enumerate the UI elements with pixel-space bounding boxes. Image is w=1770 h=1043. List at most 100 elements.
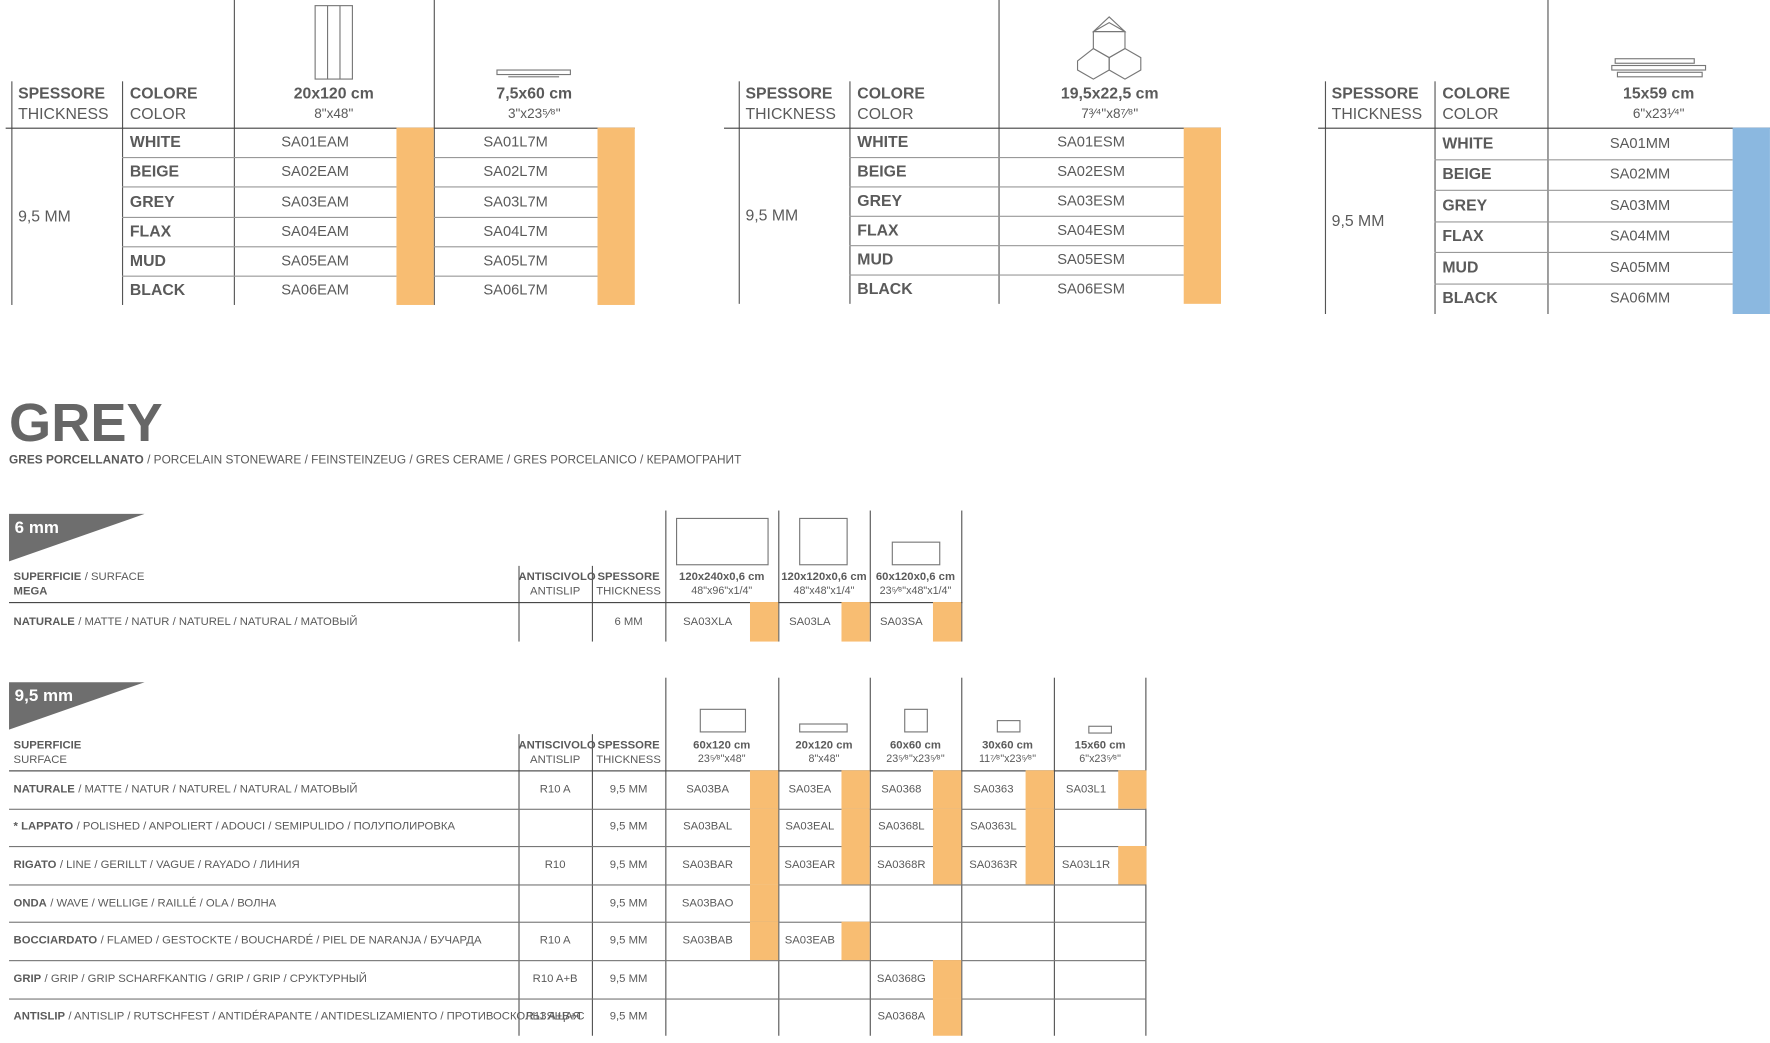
size-inches: 23⁵⁄⁸"x48"x1/4" [879,584,952,598]
header-part: SURFACE [13,753,67,767]
h-line [121,186,598,188]
v-line [1547,0,1549,315]
code: SA02ESM [1057,162,1125,180]
h-line [849,274,1184,276]
v-line [961,510,963,642]
surface-bold: NATURALE [13,783,75,796]
h-line [849,157,1184,159]
code: SA05MM [1609,258,1671,276]
h-line [849,245,1184,247]
size-inches: 8"x48" [314,105,354,122]
code: SA0368G [876,972,926,986]
h-line [1318,127,1770,129]
surface: NATURALE / MATTE / NATUR / NATUREL / NATU… [14,783,358,795]
code: SA0363 [973,783,1014,796]
surface: ONDA / WAVE / WELLIGE / RAILLÉ / OLA / ВО… [14,897,277,909]
header: THICKNESS [596,753,661,767]
swatch [1025,808,1054,847]
code: SA04L7M [483,221,548,239]
code: SA06ESM [1057,279,1125,297]
code: SA03XLA [683,615,733,629]
surface: ANTISLIP / ANTISLIP / RUTSCHFEST / ANTIDÉ… [14,1011,581,1023]
color-name: FLAX [1442,226,1484,245]
code: SA02MM [1609,165,1671,182]
surface-bold: RIGATO [13,858,57,872]
header-part: SUPERFICIE [13,570,82,584]
h-line [9,922,1147,924]
swatch [932,846,962,885]
swatch [749,770,779,809]
swatch [932,770,962,809]
antislip: R10 [544,858,566,872]
code: SA0363R [969,858,1018,872]
code: SA03BAO [681,896,734,910]
code: SA0368L [878,821,925,834]
h-line [121,216,598,218]
surface-rest: / ANTISLIP / RUTSCHFEST / ANTIDÉRAPANTE … [68,1010,581,1024]
code: SA03EAR [784,858,836,872]
code: SA06L7M [483,281,548,299]
size-inches: 3"x23⁵⁄⁸" [507,105,561,122]
header: COLORE [857,83,925,102]
thickness: 9,5 MM [609,1010,648,1024]
color-name: FLAX [857,220,899,239]
surface: NATURALE / MATTE / NATUR / NATUREL / NATU… [14,616,358,628]
header: SPESSORE [18,83,106,102]
surface-rest: / MATTE / NATUR / NATUREL / NATURAL / МА… [78,615,358,629]
v-line [778,510,780,642]
color-name: BEIGE [1442,164,1492,183]
header: ANTISCIVOLO [518,739,596,752]
code: SA03L7M [483,192,548,210]
surface-rest: / GRIP / GRIP SCHARFKANTIG / GRIP / GRIP… [44,972,367,986]
v-line [1434,81,1436,315]
swatch [1183,127,1221,304]
thickness: 9,5 MM [745,205,799,224]
h-line [9,808,1147,810]
h-line [849,186,1184,188]
v-line [869,510,871,642]
code: SA0368A [877,1010,926,1024]
color-name: WHITE [129,132,181,151]
swatch [841,922,870,961]
color-name: BLACK [1442,288,1498,307]
h-line [1434,251,1733,254]
swatch [749,922,779,961]
header: THICKNESS [596,585,661,599]
thickness: 9,5 MM [609,858,648,872]
v-line [121,81,124,306]
swatch [1025,846,1054,885]
swatch [932,602,962,642]
surface: * LAPPATO / POLISHED / ANPOLIERT / ADOUCI… [14,821,455,833]
surface-rest: / POLISHED / ANPOLIERT / ADOUCI / SEMIPU… [76,821,455,834]
swatch [749,808,779,847]
thickness: 9,5 MM [609,972,648,986]
subtitle: GRES PORCELLANATO / PORCELAIN STONEWARE /… [9,453,741,467]
surface-rest: / LINE / GERILLT / VAGUE / RAYADO / ЛИНИ… [59,858,300,872]
size: 30x60 cm [982,739,1033,752]
swatch [841,808,870,847]
header: SPESSORE [745,83,833,102]
code: SA05L7M [483,251,548,269]
swatch [597,127,635,306]
code: SA03LA [789,615,831,629]
swatch [932,808,962,847]
h-line [9,846,1147,848]
code: SA03EAL [785,821,835,834]
swatch [749,602,779,642]
color-name: FLAX [129,221,172,240]
header: COLOR [1442,104,1499,123]
code: SA01EAM [281,133,349,151]
color-name: MUD [1442,257,1479,276]
header: THICKNESS [745,104,836,123]
size: 120x120x0,6 cm [781,570,867,584]
header: THICKNESS [1331,104,1423,123]
swatch [396,127,434,306]
code: SA04MM [1609,227,1671,245]
v-line [849,81,851,304]
swatch [1732,127,1770,315]
size-inches: 8"x48" [808,753,840,766]
v-line [518,565,520,642]
thickness: 6 MM [614,615,643,629]
h-line [5,127,635,129]
